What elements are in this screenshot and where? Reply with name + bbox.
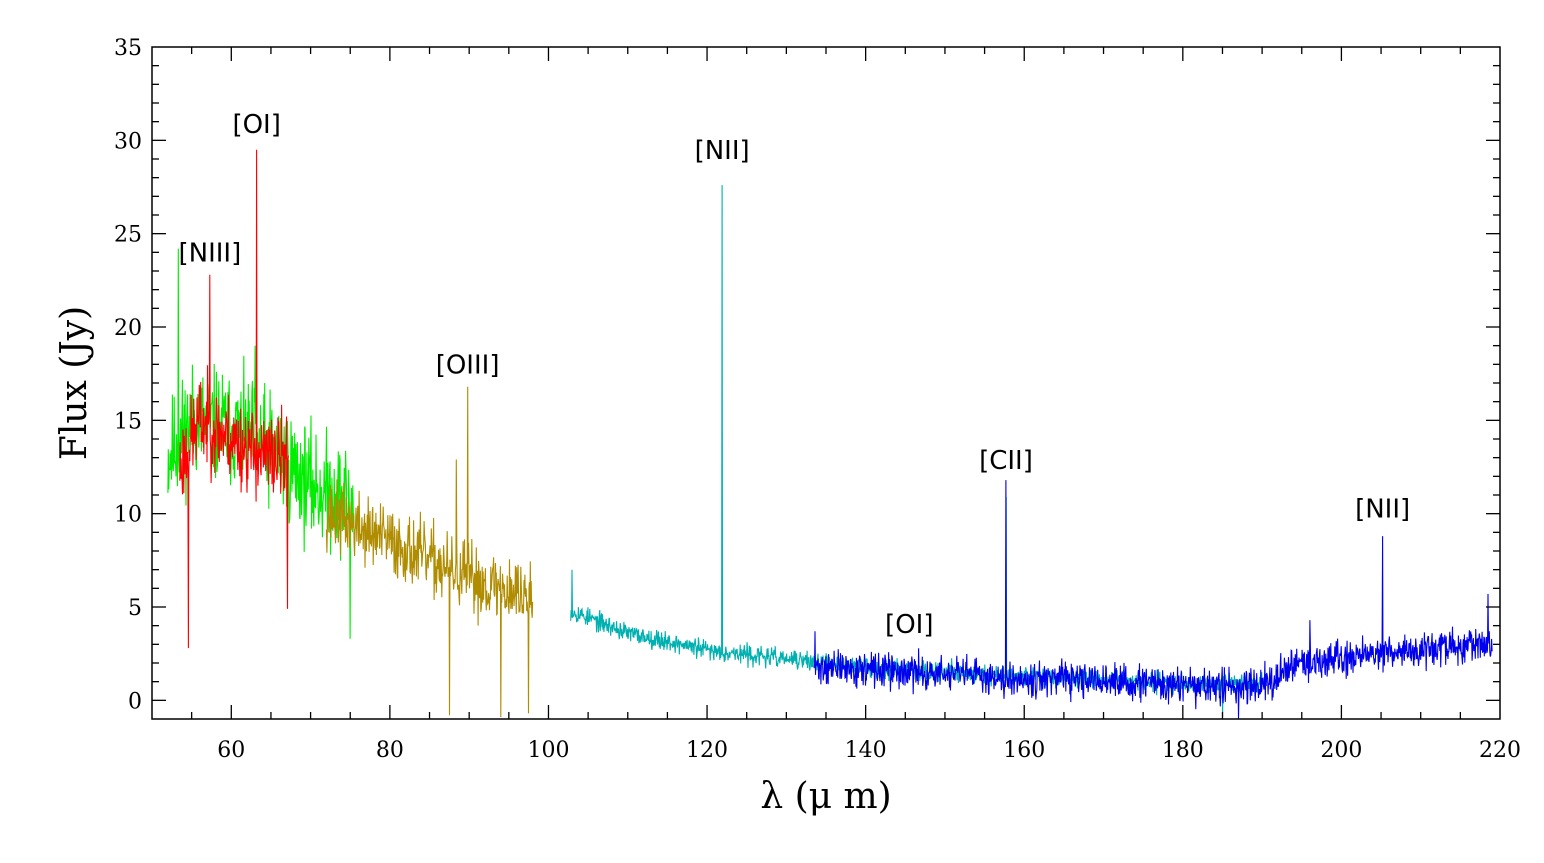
x-tick-label: 80 (376, 738, 404, 763)
plot-frame (151, 46, 1501, 720)
series-line-olive (325, 386, 534, 718)
x-tick-label: 120 (686, 738, 728, 763)
x-tick-label: 220 (1479, 738, 1521, 763)
annotation-layer: [OI] [NIII] [NII] [OIII] [CII] [OI] [NII] (179, 110, 1411, 640)
y-tick-label: 5 (128, 596, 142, 621)
y-tick-label: 15 (114, 409, 142, 434)
x-axis-title: λ (μ m) (760, 776, 891, 817)
series-line-red (179, 149, 289, 649)
series-layer (167, 149, 1493, 720)
axes-layer: 60 80 100 120 140 160 180 200 220 0 5 10 15 20 25 30 35 (114, 36, 1521, 763)
y-tick-label: 0 (128, 689, 142, 714)
x-tick-label: 160 (1003, 738, 1045, 763)
y-axis-title: Flux (Jy) (54, 306, 95, 460)
line-annotation: [CII] (979, 446, 1033, 476)
y-tick-label: 10 (114, 503, 142, 528)
line-annotation: [NII] (1355, 494, 1410, 524)
y-tick-label: 35 (114, 36, 142, 61)
line-annotation: [OIII] (436, 351, 500, 381)
x-tick-label: 100 (527, 738, 569, 763)
line-annotation: [OI] (885, 610, 933, 640)
line-annotation: [NII] (695, 136, 750, 166)
y-tick-label: 25 (114, 223, 142, 248)
line-annotation: [OI] (232, 110, 280, 140)
y-tick-label: 30 (114, 129, 142, 154)
x-tick-label: 60 (217, 738, 245, 763)
x-tick-label: 140 (845, 738, 887, 763)
y-tick-label: 20 (114, 316, 142, 341)
line-annotation: [NIII] (179, 239, 242, 269)
series-line-blue (813, 480, 1493, 720)
x-tick-label: 200 (1320, 738, 1362, 763)
x-tick-label: 180 (1162, 738, 1204, 763)
